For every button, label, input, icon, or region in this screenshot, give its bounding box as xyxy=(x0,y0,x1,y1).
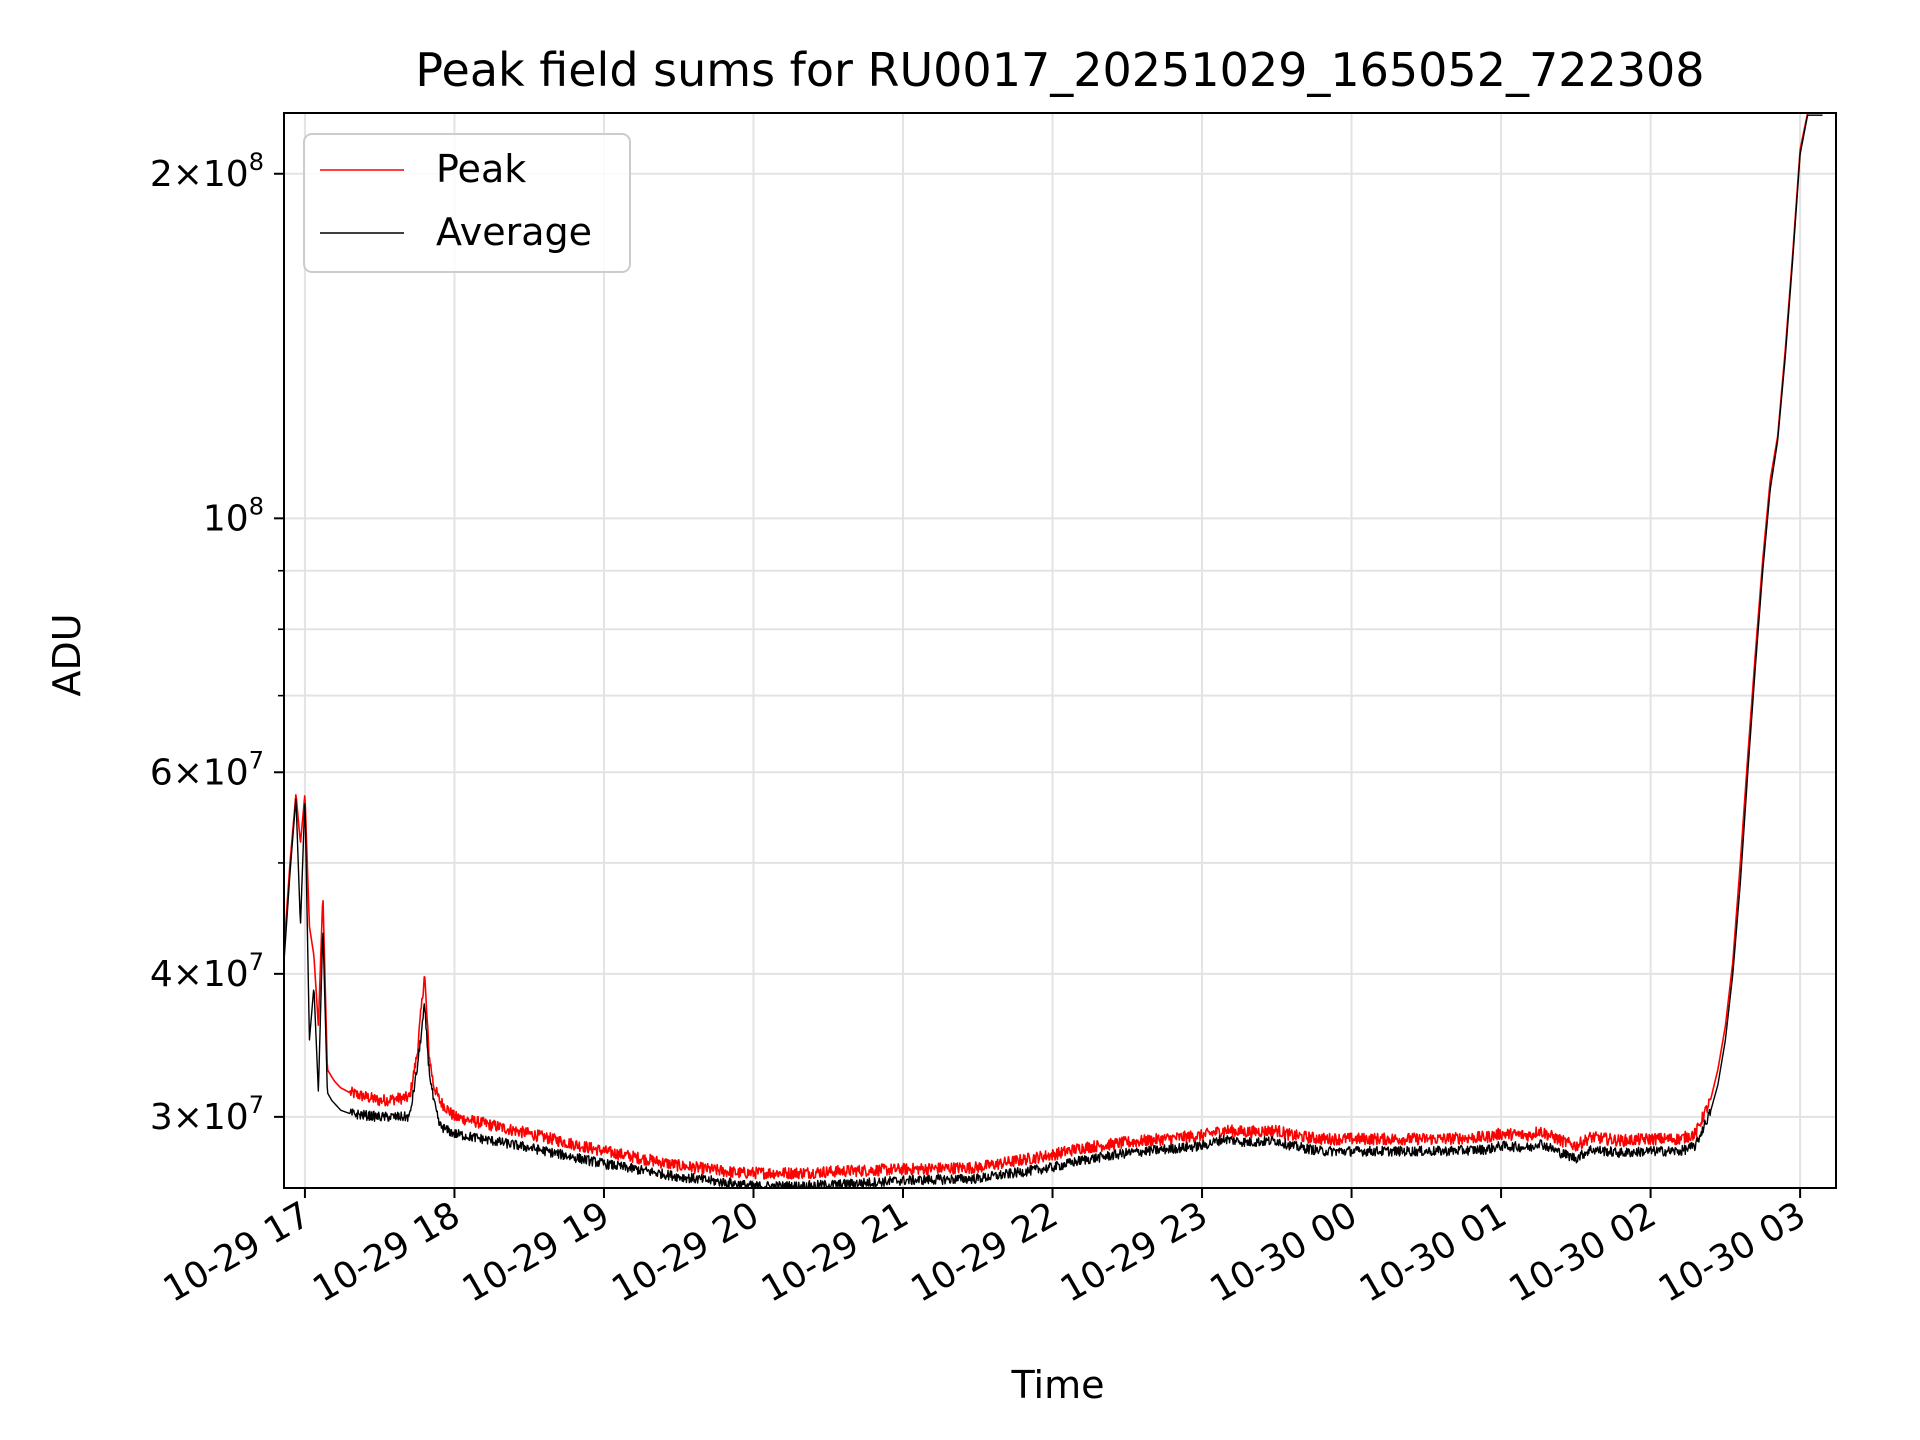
chart-title: Peak field sums for RU0017_20251029_1650… xyxy=(415,43,1704,97)
legend-label-peak: Peak xyxy=(436,147,526,191)
x-axis-label: Time xyxy=(1011,1363,1105,1407)
legend: Peak Average xyxy=(303,133,631,273)
legend-box xyxy=(303,133,631,273)
y-tick-label: 2×108 xyxy=(150,148,264,195)
series-line-peak xyxy=(284,113,1823,1180)
y-axis-label: ADU xyxy=(45,613,89,696)
series-line-average xyxy=(284,114,1823,1188)
legend-label-average: Average xyxy=(436,210,592,254)
y-tick-label: 4×107 xyxy=(150,948,264,995)
y-tick-label: 6×107 xyxy=(150,746,264,793)
y-tick-label: 3×107 xyxy=(150,1091,264,1138)
series-group xyxy=(284,113,1823,1188)
grid xyxy=(284,113,1836,1188)
plot-frame xyxy=(283,112,1837,1189)
